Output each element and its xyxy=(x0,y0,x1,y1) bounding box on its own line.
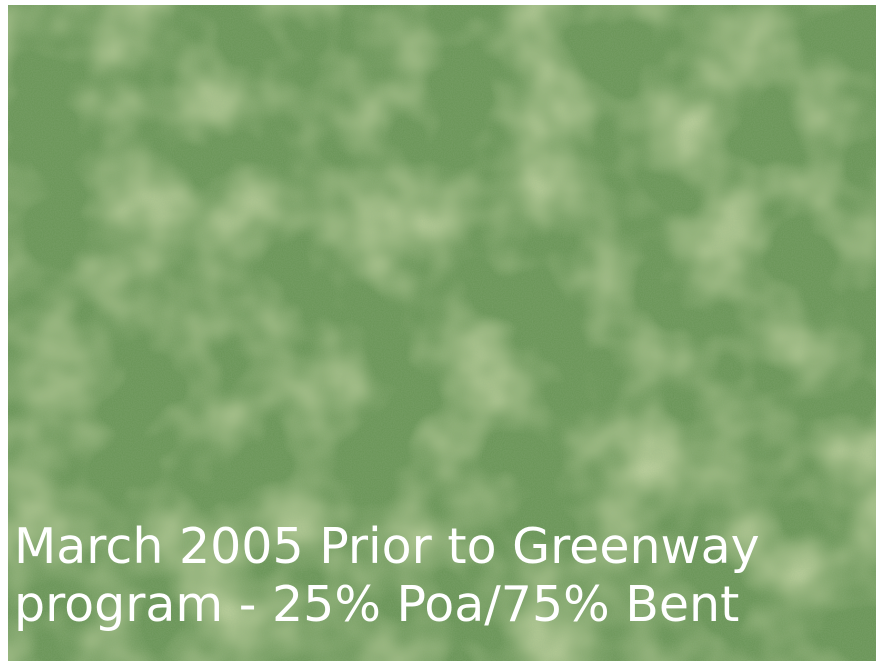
turf-photo xyxy=(8,5,876,661)
caption-line-1: March 2005 Prior to Greenway xyxy=(14,518,760,575)
turf-texture-image xyxy=(8,5,876,661)
photo-caption: March 2005 Prior to Greenway program - 2… xyxy=(14,518,874,634)
caption-line-2: program - 25% Poa/75% Bent xyxy=(14,576,740,633)
